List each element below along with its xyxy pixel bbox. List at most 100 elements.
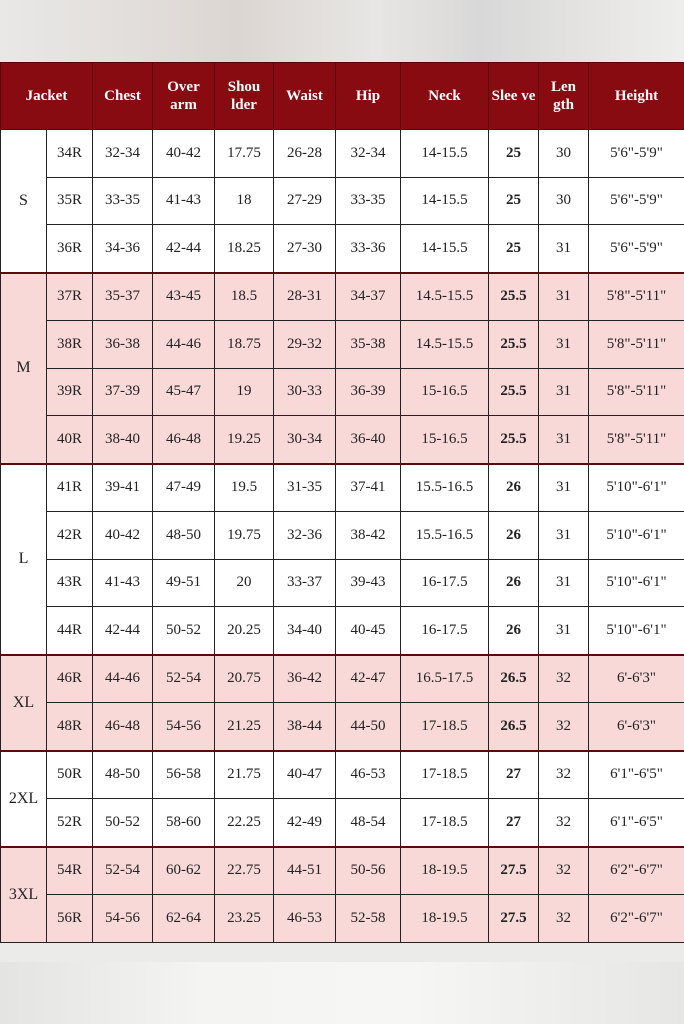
neck-cell: 14-15.5	[400, 224, 489, 273]
height-cell: 5'8"-5'11"	[588, 367, 684, 416]
neck-cell: 18-19.5	[400, 894, 489, 943]
hip-cell: 36-40	[335, 415, 401, 464]
sleeve-cell: 26.5	[488, 653, 539, 703]
neck-cell: 14-15.5	[400, 176, 489, 225]
table-row: XL 46R 44-46 52-54 20.75 36-42 42-47 16.5-17.5 2…	[0, 653, 684, 751]
shoulder-cell: 22.25	[214, 798, 274, 847]
neck-cell: 14-15.5	[400, 129, 489, 178]
hip-cell: 48-54	[335, 798, 401, 847]
length-cell: 31	[538, 606, 589, 655]
sleeve-cell: 27.5	[488, 845, 539, 895]
hip-cell: 46-53	[335, 749, 401, 799]
chest-cell: 39-41	[92, 462, 153, 512]
hip-cell: 32-34	[335, 129, 401, 178]
sleeve-cell: 25.5	[488, 320, 539, 369]
waist-cell: 27-29	[273, 176, 336, 225]
over-arm-cell: 62-64	[152, 894, 215, 943]
over-arm-cell: 50-52	[152, 606, 215, 655]
jacket-size-cell: 36R	[46, 224, 93, 273]
height-cell: 5'10"-6'1"	[588, 558, 684, 607]
chest-cell: 34-36	[92, 224, 153, 273]
neck-cell: 15-16.5	[400, 367, 489, 416]
jacket-size-cell: 46R	[46, 653, 93, 703]
chest-cell: 54-56	[92, 894, 153, 943]
table-row: 39R 37-39 45-47 19 30-33 36-39 15-16.5 25.5 31 5'…	[1, 367, 684, 416]
hip-cell: 42-47	[335, 653, 401, 703]
chest-cell: 41-43	[92, 558, 153, 607]
size-group-label: 2XL	[0, 749, 47, 847]
size-group-label: S	[0, 129, 47, 273]
sleeve-cell: 26	[488, 558, 539, 607]
jacket-size-cell: 40R	[46, 415, 93, 464]
neck-cell: 18-19.5	[400, 845, 489, 895]
over-arm-cell: 54-56	[152, 702, 215, 751]
waist-cell: 28-31	[273, 271, 336, 321]
chest-cell: 52-54	[92, 845, 153, 895]
sleeve-cell: 25	[488, 129, 539, 178]
height-cell: 5'10"-6'1"	[588, 606, 684, 655]
chest-cell: 35-37	[92, 271, 153, 321]
shoulder-cell: 20.25	[214, 606, 274, 655]
header-over-arm: Over arm	[152, 62, 215, 130]
neck-cell: 17-18.5	[400, 749, 489, 799]
waist-cell: 32-36	[273, 511, 336, 560]
height-cell: 5'6"-5'9"	[588, 176, 684, 225]
header-jacket: Jacket	[0, 62, 93, 130]
shoulder-cell: 18.5	[214, 271, 274, 321]
size-chart-table: Jacket Chest Over arm Shou lder Waist Hi…	[0, 62, 684, 943]
jacket-size-cell: 43R	[46, 558, 93, 607]
chest-cell: 42-44	[92, 606, 153, 655]
header-row: Jacket Chest Over arm Shou lder Waist Hi…	[0, 62, 684, 130]
background-photo-bottom	[0, 962, 684, 1024]
sleeve-cell: 27	[488, 798, 539, 847]
hip-cell: 44-50	[335, 702, 401, 751]
sleeve-cell: 27	[488, 749, 539, 799]
chest-cell: 38-40	[92, 415, 153, 464]
table-row: 48R 46-48 54-56 21.25 38-44 44-50 17-18.5 26.5 3…	[1, 702, 684, 751]
waist-cell: 33-37	[273, 558, 336, 607]
height-cell: 5'10"-6'1"	[588, 462, 684, 512]
jacket-size-cell: 42R	[46, 511, 93, 560]
jacket-size-cell: 34R	[46, 129, 93, 178]
table-row: 52R 50-52 58-60 22.25 42-49 48-54 17-18.5 27 32 6…	[1, 798, 684, 847]
waist-cell: 27-30	[273, 224, 336, 273]
over-arm-cell: 42-44	[152, 224, 215, 273]
sleeve-cell: 25.5	[488, 271, 539, 321]
chest-cell: 36-38	[92, 320, 153, 369]
hip-cell: 33-35	[335, 176, 401, 225]
hip-cell: 37-41	[335, 462, 401, 512]
hip-cell: 39-43	[335, 558, 401, 607]
chest-cell: 48-50	[92, 749, 153, 799]
neck-cell: 17-18.5	[400, 702, 489, 751]
table-row: 38R 36-38 44-46 18.75 29-32 35-38 14.5-15.5 25.…	[1, 320, 684, 369]
header-height: Height	[588, 62, 684, 130]
height-cell: 6'2"-6'7"	[588, 845, 684, 895]
table-row: 44R 42-44 50-52 20.25 34-40 40-45 16-17.5 26 31 5…	[1, 606, 684, 655]
over-arm-cell: 48-50	[152, 511, 215, 560]
hip-cell: 36-39	[335, 367, 401, 416]
length-cell: 32	[538, 653, 589, 703]
length-cell: 30	[538, 176, 589, 225]
waist-cell: 30-34	[273, 415, 336, 464]
shoulder-cell: 19	[214, 367, 274, 416]
chest-cell: 46-48	[92, 702, 153, 751]
neck-cell: 14.5-15.5	[400, 271, 489, 321]
length-cell: 31	[538, 462, 589, 512]
over-arm-cell: 56-58	[152, 749, 215, 799]
hip-cell: 35-38	[335, 320, 401, 369]
table-row: 35R 33-35 41-43 18 27-29 33-35 14-15.5 25 30 5'6"…	[1, 176, 684, 225]
shoulder-cell: 18.25	[214, 224, 274, 273]
waist-cell: 38-44	[273, 702, 336, 751]
waist-cell: 26-28	[273, 129, 336, 178]
height-cell: 5'8"-5'11"	[588, 320, 684, 369]
height-cell: 5'10"-6'1"	[588, 511, 684, 560]
chest-cell: 33-35	[92, 176, 153, 225]
shoulder-cell: 19.75	[214, 511, 274, 560]
waist-cell: 36-42	[273, 653, 336, 703]
header-neck: Neck	[400, 62, 489, 130]
hip-cell: 40-45	[335, 606, 401, 655]
chest-cell: 50-52	[92, 798, 153, 847]
size-group-label: L	[0, 462, 47, 655]
waist-cell: 29-32	[273, 320, 336, 369]
shoulder-cell: 19.5	[214, 462, 274, 512]
